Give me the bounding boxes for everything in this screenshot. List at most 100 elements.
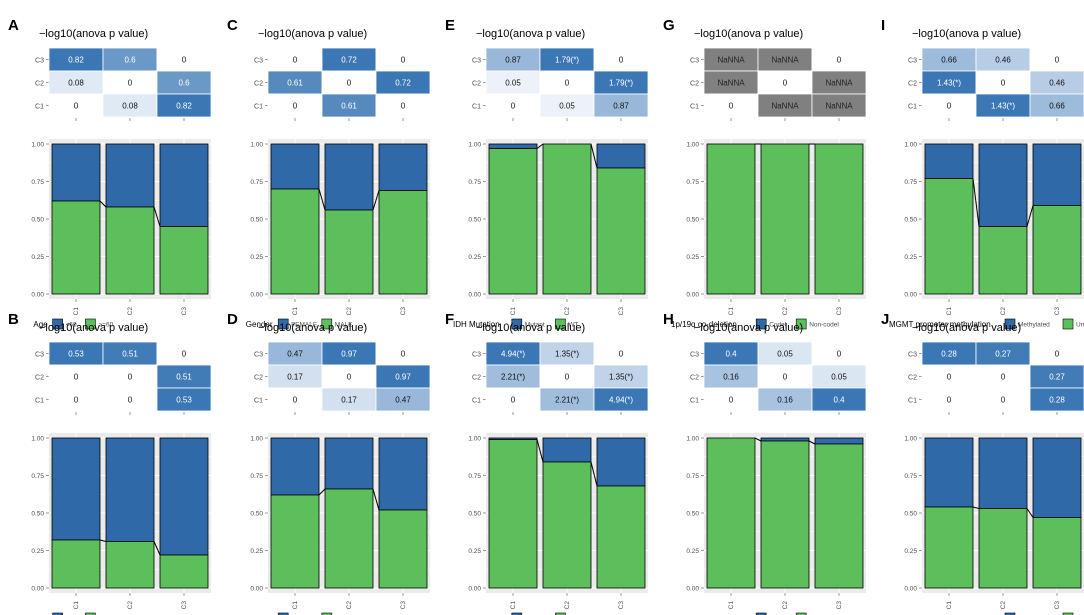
- heatmap-row-label: C1: [254, 104, 263, 111]
- x-tick-label: C1: [73, 601, 80, 610]
- y-tick-label: 0.25: [904, 254, 917, 261]
- boundary-connector-line: [318, 488, 380, 511]
- heatmap-row-label: C3: [35, 58, 44, 65]
- heatmap-cell-value: 0: [947, 396, 952, 405]
- heatmap-row-label: C3: [472, 58, 481, 65]
- y-tick-label: 1.00: [31, 436, 44, 443]
- legend-swatch-top: [52, 612, 63, 615]
- legend-title: Age: [33, 320, 48, 329]
- bar-segment-top: [270, 143, 320, 190]
- heatmap-cell-value: 0: [947, 373, 952, 382]
- heatmap-cell-value: 0.61: [287, 79, 303, 88]
- heatmap-cell: [1029, 387, 1084, 412]
- heatmap-row-label: C2: [908, 81, 917, 88]
- panel-label: A: [8, 17, 19, 34]
- bar-segment-bottom: [105, 206, 155, 295]
- bar-segment-bottom: [324, 209, 374, 295]
- heatmap-cell-value: 0.87: [505, 56, 521, 65]
- y-tick-label: 0.50: [31, 217, 44, 224]
- heatmap-cell-value: 0: [783, 79, 788, 88]
- heatmap-row-label: C1: [254, 398, 263, 405]
- bar-segment-top: [760, 437, 810, 442]
- x-tick-label: C3: [618, 601, 625, 610]
- legend-label-top: <60: [66, 322, 77, 329]
- heatmap-cell-value: 0.05: [777, 350, 793, 359]
- y-tick-label: 0.75: [468, 473, 481, 480]
- panel-E: E −log10(anova p value) C3 0.87 1.79(*) 0 C2 0.…: [445, 17, 649, 330]
- panel-D: D −log10(anova p value) C3 0.47 0.97 0 C2 0.17 0…: [227, 311, 431, 615]
- heatmap-title: −log10(anova p value): [912, 322, 1021, 334]
- heatmap-cell-value: 0: [401, 102, 406, 111]
- heatmap-row-label: C3: [908, 352, 917, 359]
- x-tick-label: C1: [946, 307, 953, 316]
- heatmap-cell-value: 0: [74, 102, 79, 111]
- legend: Gender FEMALE MALE: [246, 318, 353, 330]
- y-tick-label: 1.00: [468, 436, 481, 443]
- legend: Age <60 >=60: [33, 318, 114, 330]
- x-tick-label: C1: [946, 601, 953, 610]
- x-tick-label: C3: [836, 601, 843, 610]
- bar-segment-top: [324, 143, 374, 211]
- y-tick-label: 0.75: [250, 473, 263, 480]
- heatmap-cell-value: 0: [347, 79, 352, 88]
- bar-segment-bottom: [324, 488, 374, 589]
- heatmap-row-label: C3: [690, 58, 699, 65]
- y-tick-label: 0.50: [250, 511, 263, 518]
- heatmap-cell-value: 0: [1001, 396, 1006, 405]
- x-tick-label: C1: [728, 307, 735, 316]
- x-tick-label: C2: [564, 307, 571, 316]
- heatmap-cell-value: 0.72: [341, 56, 357, 65]
- bar-segment-bottom: [270, 494, 320, 589]
- heatmap-cell-value: 0.53: [176, 396, 192, 405]
- y-tick-label: 1.00: [686, 142, 699, 149]
- heatmap-cell-value: 0.97: [341, 350, 357, 359]
- y-tick-label: 0.75: [686, 473, 699, 480]
- y-tick-label: 0.00: [31, 292, 44, 299]
- heatmap-cell-value: 0.46: [995, 56, 1011, 65]
- bar-segment-bottom: [596, 485, 646, 589]
- heatmap-row-label: C2: [472, 81, 481, 88]
- heatmap-cell-value: 0: [729, 396, 734, 405]
- heatmap-row-label: C3: [254, 352, 263, 359]
- legend-swatch-bottom: [1062, 612, 1074, 615]
- y-tick-label: 0.00: [904, 586, 917, 593]
- y-tick-label: 0.50: [468, 511, 481, 518]
- heatmap-cell: [375, 93, 431, 118]
- heatmap-row-label: C3: [690, 352, 699, 359]
- bar-segment-bottom: [51, 200, 101, 295]
- heatmap-cell-value: 0.46: [1049, 79, 1065, 88]
- heatmap-cell-value: 0.08: [122, 102, 138, 111]
- heatmap-cell-value: 0.05: [505, 79, 521, 88]
- bar-segment-top: [978, 437, 1028, 509]
- panel-label: J: [881, 311, 889, 328]
- y-tick-label: 1.00: [468, 142, 481, 149]
- bar-segment-top: [51, 437, 101, 541]
- heatmap-cell-value: 0: [182, 350, 187, 359]
- heatmap-cell-value: 0.97: [395, 373, 411, 382]
- x-tick-label: C1: [728, 601, 735, 610]
- y-tick-label: 1.00: [250, 142, 263, 149]
- y-tick-label: 0.50: [904, 511, 917, 518]
- bar-segment-bottom: [924, 506, 974, 589]
- heatmap-cell-value: 0.51: [122, 350, 138, 359]
- heatmap-cell: [593, 93, 649, 118]
- panel-label: E: [445, 17, 455, 34]
- boundary-connector-line: [536, 143, 598, 169]
- heatmap-cell-value: 0.16: [777, 396, 793, 405]
- bar-segment-top: [51, 143, 101, 202]
- legend-title: MGMT promoter methylation: [889, 320, 991, 329]
- legend-label-bottom: >=60: [98, 322, 113, 329]
- heatmap-title: −log10(anova p value): [39, 322, 148, 334]
- heatmap-cell-value: 0: [74, 396, 79, 405]
- panel-G: G −log10(anova p value) C3 NaNNA NaNNA 0 C2 NaN…: [663, 17, 867, 330]
- heatmap-cell-value: 0: [511, 396, 516, 405]
- x-tick-label: C1: [292, 307, 299, 316]
- panel-I: I −log10(anova p value) C3 0.66 0.46 0 C2 1.43(…: [881, 17, 1084, 330]
- panel-J: J −log10(anova p value) C3 0.28 0.27 0 C2 0 0 0.2…: [881, 311, 1084, 615]
- heatmap-row-label: C3: [254, 58, 263, 65]
- boundary-connector-line: [99, 539, 161, 556]
- y-tick-label: 0.50: [904, 217, 917, 224]
- heatmap-cell-value: 0: [565, 79, 570, 88]
- heatmap-cell: [1029, 93, 1084, 118]
- heatmap-row-label: C1: [908, 398, 917, 405]
